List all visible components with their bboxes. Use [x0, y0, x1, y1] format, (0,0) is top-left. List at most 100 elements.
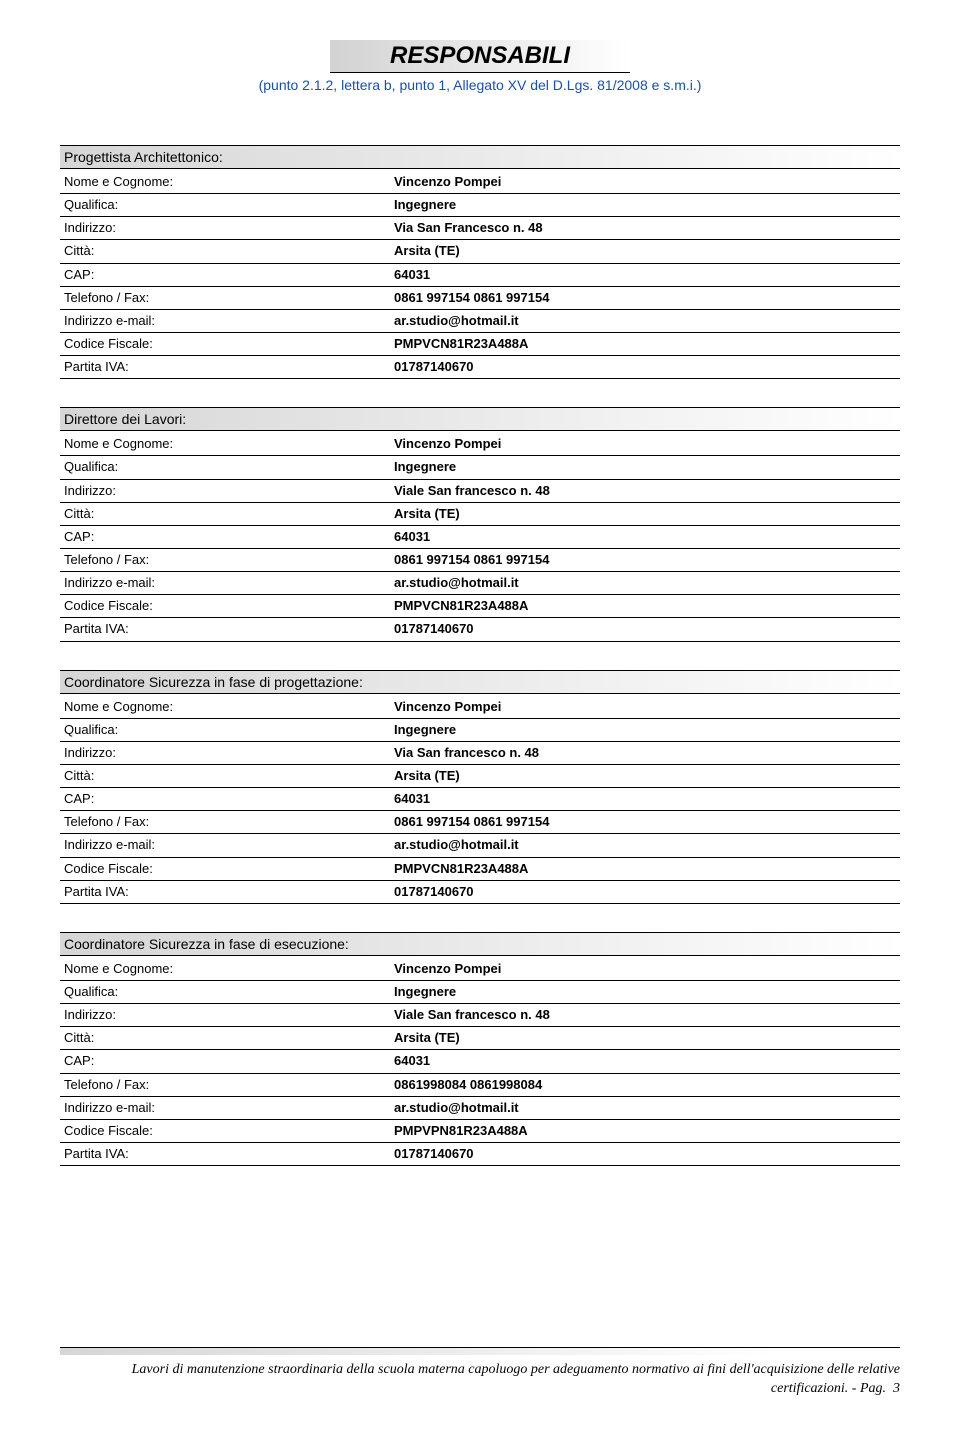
field-value: PMPVPN81R23A488A: [394, 1121, 900, 1141]
field-label: Telefono / Fax:: [64, 812, 394, 832]
field-row: Città:Arsita (TE): [60, 1027, 900, 1050]
field-value: PMPVCN81R23A488A: [394, 334, 900, 354]
field-value: 64031: [394, 789, 900, 809]
field-label: Qualifica:: [64, 982, 394, 1002]
field-value: 64031: [394, 527, 900, 547]
field-value: Viale San francesco n. 48: [394, 1005, 900, 1025]
field-row: Telefono / Fax:0861 997154 0861 997154: [60, 811, 900, 834]
page-footer: Lavori di manutenzione straordinaria del…: [60, 1347, 900, 1399]
field-row: Indirizzo e-mail:ar.studio@hotmail.it: [60, 1097, 900, 1120]
field-row: Indirizzo e-mail:ar.studio@hotmail.it: [60, 834, 900, 857]
field-value: 0861 997154 0861 997154: [394, 550, 900, 570]
field-value: ar.studio@hotmail.it: [394, 1098, 900, 1118]
field-row: CAP:64031: [60, 788, 900, 811]
field-row: Indirizzo:Via San Francesco n. 48: [60, 217, 900, 240]
field-label: Città:: [64, 241, 394, 261]
field-label: CAP:: [64, 265, 394, 285]
page-title: RESPONSABILI: [330, 40, 630, 73]
field-label: Indirizzo e-mail:: [64, 311, 394, 331]
field-value: 0861 997154 0861 997154: [394, 812, 900, 832]
field-row: Indirizzo:Viale San francesco n. 48: [60, 480, 900, 503]
info-section: Coordinatore Sicurezza in fase di proget…: [60, 670, 900, 904]
field-label: Indirizzo e-mail:: [64, 835, 394, 855]
field-value: Viale San francesco n. 48: [394, 481, 900, 501]
field-label: Città:: [64, 766, 394, 786]
field-value: Ingegnere: [394, 720, 900, 740]
field-label: Partita IVA:: [64, 619, 394, 639]
field-row: Indirizzo e-mail:ar.studio@hotmail.it: [60, 572, 900, 595]
field-row: Codice Fiscale:PMPVCN81R23A488A: [60, 858, 900, 881]
field-row: Codice Fiscale:PMPVCN81R23A488A: [60, 333, 900, 356]
field-row: Qualifica:Ingegnere: [60, 456, 900, 479]
section-header: Progettista Architettonico:: [60, 145, 900, 169]
field-row: Codice Fiscale:PMPVPN81R23A488A: [60, 1120, 900, 1143]
section-header: Coordinatore Sicurezza in fase di proget…: [60, 670, 900, 694]
field-label: CAP:: [64, 789, 394, 809]
field-row: Qualifica:Ingegnere: [60, 194, 900, 217]
field-label: Nome e Cognome:: [64, 172, 394, 192]
field-row: Codice Fiscale:PMPVCN81R23A488A: [60, 595, 900, 618]
field-label: Città:: [64, 1028, 394, 1048]
field-label: Partita IVA:: [64, 357, 394, 377]
field-label: Nome e Cognome:: [64, 959, 394, 979]
field-row: Nome e Cognome:Vincenzo Pompei: [60, 433, 900, 456]
field-row: Telefono / Fax:0861 997154 0861 997154: [60, 287, 900, 310]
field-value: Via San Francesco n. 48: [394, 218, 900, 238]
info-section: Progettista Architettonico: Nome e Cognom…: [60, 145, 900, 379]
field-row: Indirizzo:Viale San francesco n. 48: [60, 1004, 900, 1027]
field-row: Città:Arsita (TE): [60, 503, 900, 526]
field-row: Partita IVA:01787140670: [60, 618, 900, 641]
field-label: Telefono / Fax:: [64, 288, 394, 308]
field-value: 0861998084 0861998084: [394, 1075, 900, 1095]
field-value: 0861 997154 0861 997154: [394, 288, 900, 308]
field-label: Indirizzo:: [64, 1005, 394, 1025]
field-value: ar.studio@hotmail.it: [394, 311, 900, 331]
field-row: Qualifica:Ingegnere: [60, 719, 900, 742]
field-row: Partita IVA:01787140670: [60, 1143, 900, 1166]
field-value: Via San francesco n. 48: [394, 743, 900, 763]
field-value: ar.studio@hotmail.it: [394, 835, 900, 855]
field-label: Partita IVA:: [64, 1144, 394, 1164]
field-label: Codice Fiscale:: [64, 859, 394, 879]
field-label: Telefono / Fax:: [64, 550, 394, 570]
info-section: Coordinatore Sicurezza in fase di esecuz…: [60, 932, 900, 1166]
field-row: Telefono / Fax:0861 997154 0861 997154: [60, 549, 900, 572]
field-label: Codice Fiscale:: [64, 596, 394, 616]
field-label: Qualifica:: [64, 457, 394, 477]
field-value: 01787140670: [394, 619, 900, 639]
field-value: 01787140670: [394, 357, 900, 377]
title-block: RESPONSABILI (punto 2.1.2, lettera b, pu…: [60, 40, 900, 95]
field-label: Indirizzo e-mail:: [64, 1098, 394, 1118]
field-row: Indirizzo e-mail:ar.studio@hotmail.it: [60, 310, 900, 333]
field-value: 01787140670: [394, 1144, 900, 1164]
field-label: Indirizzo e-mail:: [64, 573, 394, 593]
field-value: 64031: [394, 1051, 900, 1071]
page-subtitle: (punto 2.1.2, lettera b, punto 1, Allega…: [259, 77, 702, 93]
section-header: Coordinatore Sicurezza in fase di esecuz…: [60, 932, 900, 956]
field-value: Vincenzo Pompei: [394, 434, 900, 454]
info-section: Direttore dei Lavori:Nome e Cognome:Vinc…: [60, 407, 900, 641]
field-row: Città:Arsita (TE): [60, 765, 900, 788]
field-value: 01787140670: [394, 882, 900, 902]
field-row: Nome e Cognome:Vincenzo Pompei: [60, 696, 900, 719]
field-value: Arsita (TE): [394, 504, 900, 524]
field-label: Nome e Cognome:: [64, 697, 394, 717]
field-row: Partita IVA:01787140670: [60, 356, 900, 379]
field-value: PMPVCN81R23A488A: [394, 859, 900, 879]
field-label: Qualifica:: [64, 720, 394, 740]
field-label: Città:: [64, 504, 394, 524]
field-label: Indirizzo:: [64, 218, 394, 238]
field-label: Nome e Cognome:: [64, 434, 394, 454]
field-label: Telefono / Fax:: [64, 1075, 394, 1095]
field-value: Vincenzo Pompei: [394, 697, 900, 717]
field-row: Partita IVA:01787140670: [60, 881, 900, 904]
field-label: Indirizzo:: [64, 481, 394, 501]
field-value: Vincenzo Pompei: [394, 172, 900, 192]
field-row: Nome e Cognome:Vincenzo Pompei: [60, 958, 900, 981]
field-value: Arsita (TE): [394, 241, 900, 261]
field-row: CAP:64031: [60, 264, 900, 287]
field-value: ar.studio@hotmail.it: [394, 573, 900, 593]
field-value: Ingegnere: [394, 982, 900, 1002]
field-row: CAP:64031: [60, 1050, 900, 1073]
footer-text: Lavori di manutenzione straordinaria del…: [60, 1361, 900, 1399]
